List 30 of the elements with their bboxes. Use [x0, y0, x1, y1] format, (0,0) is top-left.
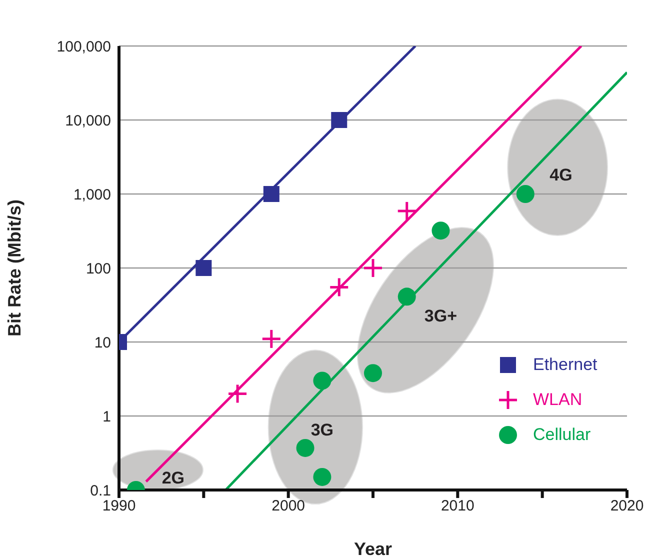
- legend-label: Cellular: [533, 425, 591, 446]
- y-tick-label: 1,000: [73, 186, 111, 204]
- point: [432, 222, 450, 240]
- x-tick-label: 2000: [272, 498, 306, 515]
- point: [296, 438, 314, 457]
- point: [398, 288, 416, 306]
- y-tick-label: 100,000: [56, 38, 111, 56]
- annotation: 3G+: [424, 306, 458, 326]
- x-tick-label: 1990: [102, 498, 136, 515]
- annotation: 2G: [162, 468, 185, 488]
- y-tick-label: 100: [86, 260, 111, 278]
- x-axis-title: Year: [354, 539, 392, 559]
- x-tick-label: 2020: [610, 498, 644, 515]
- x-tick-label: 2010: [440, 498, 474, 515]
- y-tick-label: 1: [102, 408, 111, 426]
- point: [313, 468, 332, 486]
- annotation: 3G: [310, 420, 334, 440]
- point: [331, 112, 348, 128]
- point: [313, 372, 332, 390]
- legend-label: WLAN: [533, 390, 582, 410]
- legend-label: Ethernet: [533, 355, 598, 376]
- y-tick-label: 10,000: [65, 112, 111, 130]
- y-tick-label: 10: [94, 334, 111, 352]
- point: [196, 260, 212, 276]
- annotation: 4G: [550, 165, 572, 184]
- y-tick-label: 0.1: [90, 482, 111, 500]
- point: [516, 185, 534, 203]
- y-axis-title: Bit Rate (Mbit/s): [4, 200, 24, 336]
- point: [263, 186, 280, 202]
- point: [364, 364, 382, 382]
